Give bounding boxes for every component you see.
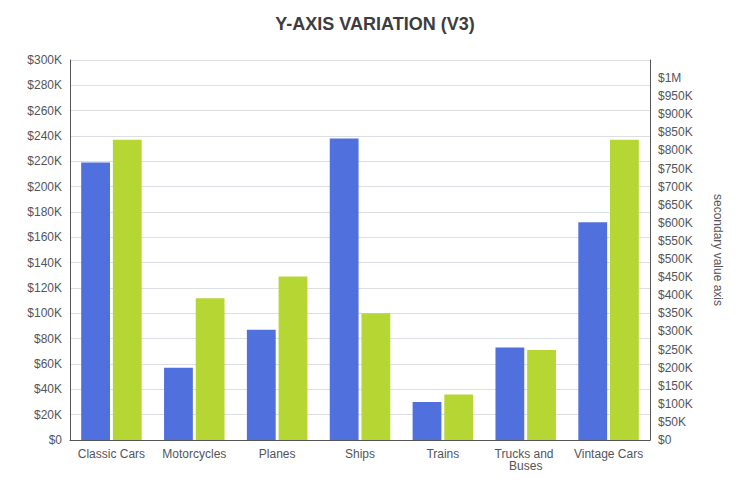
svg-text:$160K: $160K	[27, 230, 62, 244]
svg-text:$550K: $550K	[658, 234, 693, 248]
svg-text:$0: $0	[49, 433, 63, 447]
svg-text:Planes: Planes	[259, 447, 296, 461]
svg-text:$40K: $40K	[34, 382, 62, 396]
svg-text:$60K: $60K	[34, 357, 62, 371]
svg-text:Ships: Ships	[345, 447, 375, 461]
svg-text:$850K: $850K	[658, 125, 693, 139]
svg-text:$100K: $100K	[658, 397, 693, 411]
svg-text:$100K: $100K	[27, 306, 62, 320]
svg-text:$300K: $300K	[27, 53, 62, 67]
svg-text:$140K: $140K	[27, 256, 62, 270]
svg-text:Buses: Buses	[509, 459, 542, 473]
svg-text:$750K: $750K	[658, 162, 693, 176]
svg-text:Trains: Trains	[426, 447, 459, 461]
svg-text:$650K: $650K	[658, 198, 693, 212]
svg-text:$180K: $180K	[27, 205, 62, 219]
svg-text:$700K: $700K	[658, 180, 693, 194]
svg-text:$220K: $220K	[27, 154, 62, 168]
svg-text:$50K: $50K	[658, 415, 686, 429]
svg-text:$1M: $1M	[658, 71, 681, 85]
svg-text:$400K: $400K	[658, 288, 693, 302]
svg-text:Classic Cars: Classic Cars	[78, 447, 145, 461]
svg-text:$600K: $600K	[658, 216, 693, 230]
svg-text:$260K: $260K	[27, 104, 62, 118]
svg-text:$200K: $200K	[27, 180, 62, 194]
svg-text:$950K: $950K	[658, 89, 693, 103]
svg-text:secondary value axis: secondary value axis	[711, 194, 725, 306]
svg-text:$450K: $450K	[658, 270, 693, 284]
svg-text:$200K: $200K	[658, 361, 693, 375]
svg-text:$150K: $150K	[658, 379, 693, 393]
svg-text:$280K: $280K	[27, 78, 62, 92]
svg-text:$0: $0	[658, 433, 672, 447]
svg-text:Vintage Cars: Vintage Cars	[574, 447, 643, 461]
svg-text:$300K: $300K	[658, 324, 693, 338]
svg-text:Motorcycles: Motorcycles	[162, 447, 226, 461]
svg-text:Y-AXIS VARIATION (V3): Y-AXIS VARIATION (V3)	[275, 14, 474, 34]
svg-text:$500K: $500K	[658, 252, 693, 266]
svg-text:$120K: $120K	[27, 281, 62, 295]
svg-text:$240K: $240K	[27, 129, 62, 143]
svg-text:$800K: $800K	[658, 143, 693, 157]
svg-text:$250K: $250K	[658, 343, 693, 357]
svg-text:$900K: $900K	[658, 107, 693, 121]
svg-text:$20K: $20K	[34, 408, 62, 422]
svg-text:$350K: $350K	[658, 306, 693, 320]
svg-text:$80K: $80K	[34, 332, 62, 346]
svg-text:Trucks and: Trucks and	[494, 447, 557, 461]
